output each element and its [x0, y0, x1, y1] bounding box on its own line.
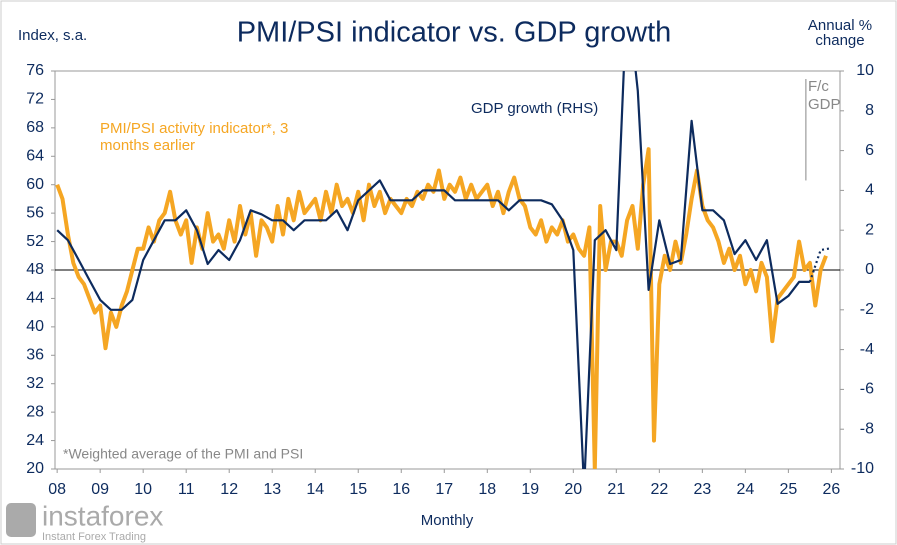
x-tick-label: 21	[607, 481, 625, 498]
y2-tick-label: 4	[865, 182, 874, 199]
y2-tick-label: 10	[856, 62, 874, 79]
y-tick-label: 20	[26, 460, 44, 477]
x-tick-label: 09	[91, 481, 109, 498]
x-tick-label: 15	[349, 481, 367, 498]
x-tick-label: 08	[48, 481, 66, 498]
y2-tick-label: -4	[860, 341, 874, 358]
x-tick-label: 17	[435, 481, 453, 498]
forecast-label: F/c	[808, 78, 829, 95]
y-axis-label: Index, s.a.	[18, 27, 87, 44]
watermark-sub: Instant Forex Trading	[42, 531, 146, 543]
y-tick-label: 52	[26, 233, 44, 250]
x-tick-label: 13	[263, 481, 281, 498]
series-label: PMI/PSI activity indicator*, 3 months ea…	[100, 120, 289, 154]
footnote: *Weighted average of the PMI and PSI	[63, 446, 303, 462]
chart-title: PMI/PSI indicator vs. GDP growth	[237, 17, 672, 49]
watermark: instaforex	[42, 500, 163, 531]
y-tick-label: 44	[26, 290, 44, 307]
x-tick-label: 22	[650, 481, 668, 498]
x-tick-label: 10	[134, 481, 152, 498]
y-tick-label: 36	[26, 347, 44, 364]
y-tick-label: 68	[26, 119, 44, 136]
series-line	[808, 247, 832, 283]
x-tick-label: 18	[478, 481, 496, 498]
x-tick-label: 16	[392, 481, 410, 498]
y2-tick-label: -6	[860, 381, 874, 398]
y2-tick-label: 0	[865, 261, 874, 278]
y-tick-label: 24	[26, 432, 44, 449]
x-axis-label: Monthly	[421, 512, 474, 529]
y2-tick-label: 6	[865, 142, 874, 159]
y-tick-label: 28	[26, 403, 44, 420]
logo-icon	[6, 503, 36, 537]
x-tick-label: 20	[564, 481, 582, 498]
y-tick-label: 60	[26, 176, 44, 193]
y-tick-label: 64	[26, 148, 44, 165]
y-tick-label: 72	[26, 91, 44, 108]
x-tick-label: 24	[736, 481, 754, 498]
y2-tick-label: 8	[865, 102, 874, 119]
y-tick-label: 76	[26, 62, 44, 79]
y-tick-label: 32	[26, 375, 44, 392]
x-tick-label: 25	[779, 481, 797, 498]
series-label: GDP growth (RHS)	[471, 100, 599, 117]
y-tick-label: 56	[26, 204, 44, 221]
x-tick-label: 26	[822, 481, 840, 498]
y-tick-label: 40	[26, 318, 44, 335]
x-tick-label: 23	[693, 481, 711, 498]
x-tick-label: 14	[306, 481, 324, 498]
y2-tick-label: -2	[860, 301, 874, 318]
x-tick-label: 19	[521, 481, 539, 498]
x-tick-label: 11	[178, 481, 195, 498]
series-line	[56, 71, 810, 469]
y2-tick-label: -8	[860, 420, 874, 437]
x-tick-label: 12	[220, 481, 238, 498]
y-tick-label: 48	[26, 261, 44, 278]
plot	[55, 71, 840, 469]
y2-tick-label: 2	[865, 221, 874, 238]
forecast-axis-hint: GDP	[808, 96, 841, 113]
y2-axis-label: Annual % change	[807, 17, 873, 49]
series-line	[55, 147, 828, 469]
y2-tick-label: -10	[851, 460, 874, 477]
